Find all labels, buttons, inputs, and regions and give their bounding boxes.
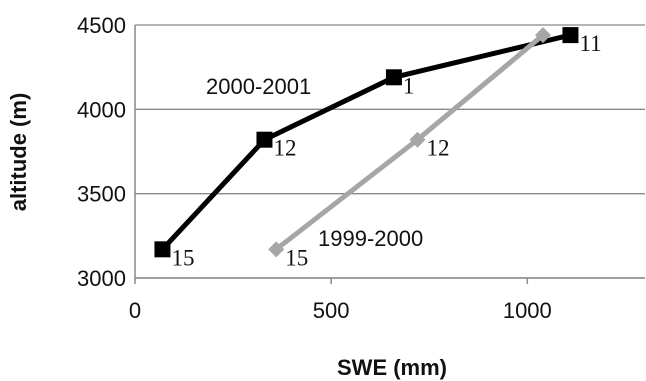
point-label-2000-2001-2: 1 [403,73,415,98]
marker-1999-2000-0 [268,241,285,258]
y-tick-label-4000: 4000 [77,97,126,122]
x-tick-labels: 0 500 1000 [129,298,552,323]
point-label-2000-2001-0: 15 [171,245,194,270]
point-label-2000-2001-3: 11 [579,31,601,56]
point-label-1999-2000-1: 12 [426,136,449,161]
series-line-1999-2000 [273,32,546,252]
series-line-2000-2001 [160,32,573,252]
series-label-2000-2001: 2000-2001 [206,74,311,99]
marker-2000-2001-3 [562,27,579,44]
point-label-2000-2001-1: 12 [273,136,296,161]
x-tick-label-0: 0 [129,298,141,323]
marker-2000-2001-2 [385,69,402,86]
marker-2000-2001-1 [256,131,273,148]
y-tick-labels: 3000 3500 4000 4500 [77,13,126,291]
marker-2000-2001-0 [154,241,171,258]
y-axis-title: altitude (m) [6,93,31,212]
point-label-1999-2000-0: 15 [285,245,308,270]
x-tick-label-1000: 1000 [503,298,552,323]
y-tick-label-4500: 4500 [77,13,126,38]
series-lines [160,32,573,252]
series-labels: 2000-2001 1999-2000 [206,74,423,251]
y-tick-label-3500: 3500 [77,182,126,207]
y-tick-label-3000: 3000 [77,266,126,291]
series-label-1999-2000: 1999-2000 [318,226,423,251]
marker-1999-2000-2 [535,27,551,44]
axes [134,25,645,284]
marker-1999-2000-1 [409,131,426,148]
x-tick-label-500: 500 [313,298,350,323]
series-markers [154,27,579,258]
x-axis-title: SWE (mm) [337,355,447,380]
